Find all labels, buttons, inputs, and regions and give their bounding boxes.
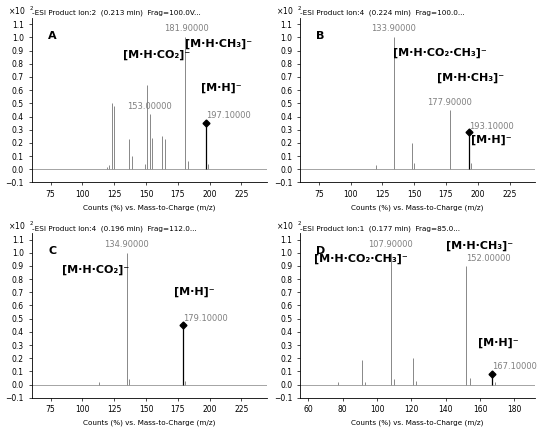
- Text: [M·H]⁻: [M·H]⁻: [174, 287, 214, 297]
- Text: 193.10000: 193.10000: [469, 122, 514, 131]
- Text: [M·H·CO₂·CH₃]⁻: [M·H·CO₂·CH₃]⁻: [393, 48, 486, 58]
- Text: [M·H·CH₃]⁻: [M·H·CH₃]⁻: [446, 241, 513, 251]
- Text: 152.00000: 152.00000: [466, 254, 511, 263]
- Text: [M·H·CO₂]⁻: [M·H·CO₂]⁻: [62, 265, 129, 275]
- Text: [M·H]⁻: [M·H]⁻: [471, 135, 512, 146]
- X-axis label: Counts (%) vs. Mass-to-Charge (m/z): Counts (%) vs. Mass-to-Charge (m/z): [351, 420, 483, 426]
- Text: $\times$10  $^2$: $\times$10 $^2$: [276, 4, 302, 17]
- Text: 177.90000: 177.90000: [427, 98, 472, 107]
- X-axis label: Counts (%) vs. Mass-to-Charge (m/z): Counts (%) vs. Mass-to-Charge (m/z): [83, 205, 216, 211]
- Text: -ESI Product Ion:2  (0.213 min)  Frag=100.0V...: -ESI Product Ion:2 (0.213 min) Frag=100.…: [31, 10, 200, 16]
- Text: -ESI Product Ion:4  (0.196 min)  Frag=112.0...: -ESI Product Ion:4 (0.196 min) Frag=112.…: [31, 225, 196, 232]
- Text: 134.90000: 134.90000: [104, 240, 149, 249]
- Text: [M·H·CH₃]⁻: [M·H·CH₃]⁻: [437, 73, 504, 83]
- X-axis label: Counts (%) vs. Mass-to-Charge (m/z): Counts (%) vs. Mass-to-Charge (m/z): [351, 205, 483, 211]
- Text: [M·H·CO₂]⁻: [M·H·CO₂]⁻: [123, 49, 190, 60]
- Text: -ESI Product Ion:4  (0.224 min)  Frag=100.0...: -ESI Product Ion:4 (0.224 min) Frag=100.…: [300, 10, 464, 16]
- X-axis label: Counts (%) vs. Mass-to-Charge (m/z): Counts (%) vs. Mass-to-Charge (m/z): [83, 420, 216, 426]
- Text: [M·H·CO₂·CH₃]⁻: [M·H·CO₂·CH₃]⁻: [314, 254, 407, 264]
- Text: $\times$10  $^2$: $\times$10 $^2$: [8, 220, 34, 232]
- Text: B: B: [316, 31, 324, 41]
- Text: 167.10000: 167.10000: [492, 362, 537, 372]
- Text: [M·H·CH₃]⁻: [M·H·CH₃]⁻: [185, 39, 252, 49]
- Text: -ESI Product Ion:1  (0.177 min)  Frag=85.0...: -ESI Product Ion:1 (0.177 min) Frag=85.0…: [300, 225, 460, 232]
- Text: 133.90000: 133.90000: [371, 25, 416, 33]
- Text: 179.10000: 179.10000: [183, 314, 228, 323]
- Text: 181.90000: 181.90000: [164, 25, 209, 33]
- Text: A: A: [48, 31, 57, 41]
- Text: [M·H]⁻: [M·H]⁻: [478, 337, 519, 347]
- Text: $\times$10  $^2$: $\times$10 $^2$: [276, 220, 302, 232]
- Text: 107.90000: 107.90000: [368, 240, 413, 249]
- Text: D: D: [316, 246, 326, 256]
- Text: [M·H]⁻: [M·H]⁻: [201, 83, 241, 92]
- Text: $\times$10  $^2$: $\times$10 $^2$: [8, 4, 34, 17]
- Text: 197.10000: 197.10000: [206, 111, 250, 121]
- Text: C: C: [48, 246, 56, 256]
- Text: 153.00000: 153.00000: [128, 102, 172, 111]
